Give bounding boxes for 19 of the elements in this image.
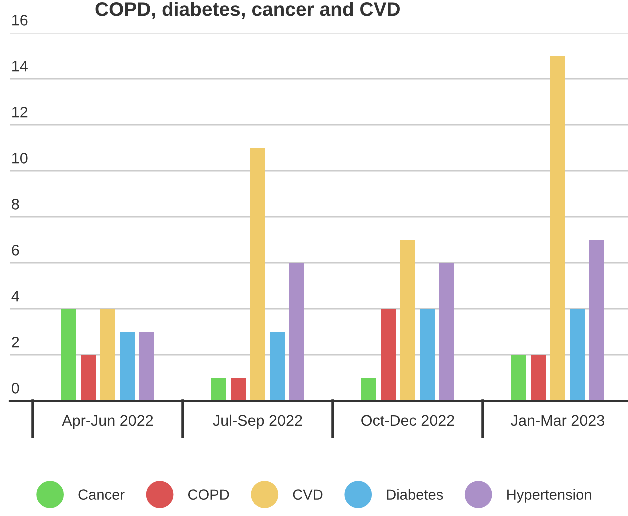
y-tick-label: 4 (12, 291, 20, 302)
y-tick-label: 8 (12, 198, 20, 210)
y-tick-label: 2 (12, 336, 20, 348)
x-tick-label: Jan-Mar 2023 (511, 415, 604, 426)
x-tick-label: Apr-Jun 2022 (62, 415, 154, 430)
chart-title: COPD, diabetes, cancer and CVD (96, 2, 400, 20)
x-tick-label: Oct-Dec 2022 (362, 415, 454, 426)
y-tick-label: 12 (12, 106, 28, 118)
legend-label: Diabetes (387, 489, 444, 500)
y-tick-label: 0 (12, 382, 20, 394)
y-tick-label: 6 (12, 244, 20, 256)
legend-label: CVD (293, 490, 323, 500)
x-tick-label: Jul-Sep 2022 (213, 414, 302, 430)
y-tick-label: 10 (12, 152, 28, 164)
y-tick-label: 14 (12, 61, 28, 72)
legend-label: Hypertension (508, 489, 592, 503)
legend-label: Cancer (78, 490, 125, 500)
y-tick-label: 16 (12, 14, 28, 26)
legend-label: COPD (188, 490, 230, 500)
